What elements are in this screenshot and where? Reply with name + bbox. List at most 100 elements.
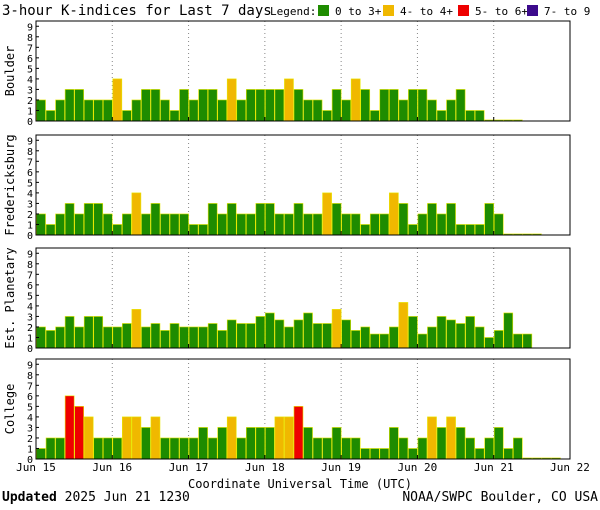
k-index-bar	[150, 416, 161, 460]
k-index-bar	[312, 213, 323, 236]
x-axis: Jun 15 Jun 16 Jun 17 Jun 18 Jun 19 Jun 20 Jun …	[16, 461, 590, 474]
y-tick-label: 0	[27, 455, 33, 466]
x-axis-label: Coordinate Universal Time (UTC)	[188, 477, 412, 491]
k-index-bar	[427, 99, 437, 122]
k-index-bar	[83, 416, 94, 460]
k-index-bar	[131, 416, 142, 460]
k-index-bar	[303, 99, 313, 122]
k-index-bar	[331, 203, 342, 236]
y-tick-label: 8	[27, 260, 33, 271]
k-index-bar	[293, 319, 304, 349]
y-tick-label: 8	[27, 147, 33, 158]
k-index-bar	[74, 326, 84, 349]
y-tick-label: 9	[27, 360, 33, 371]
k-index-bar	[474, 224, 485, 236]
k-index-bar	[341, 213, 351, 236]
y-tick-label: 2	[27, 323, 33, 334]
y-tick-label: 1	[27, 220, 33, 231]
x-tick-label: Jun 20	[398, 461, 438, 474]
k-index-bar	[522, 333, 533, 349]
k-index-bar	[379, 213, 390, 236]
k-index-bar	[408, 224, 418, 236]
k-index-bar	[122, 213, 132, 236]
k-index-bar	[474, 448, 485, 460]
k-index-bar	[417, 333, 428, 349]
k-index-bar	[455, 89, 466, 122]
y-tick-label: 6	[27, 54, 33, 65]
k-index-bar	[360, 89, 371, 122]
k-index-bar	[455, 323, 466, 349]
k-index-bar	[255, 427, 266, 460]
y-tick-label: 9	[27, 22, 33, 33]
k-index-bar	[245, 89, 256, 122]
k-index-bar	[427, 416, 437, 460]
k-index-bar	[284, 326, 294, 349]
legend-swatch-3	[458, 5, 469, 16]
k-index-bar	[303, 213, 313, 236]
k-index-bar	[484, 203, 495, 236]
k-index-bar	[198, 224, 208, 236]
k-index-bar	[350, 330, 361, 349]
chart-title: 3-hour K-indices for Last 7 days	[2, 3, 272, 19]
k-index-bar	[93, 316, 104, 349]
k-index-bar	[131, 99, 142, 122]
k-index-bar	[427, 326, 437, 349]
k-index-bar	[389, 427, 399, 460]
k-index-bar	[236, 213, 247, 236]
k-index-bar	[436, 110, 447, 122]
x-tick-label: Jun 19	[321, 461, 361, 474]
legend-item-label-2: 4- to 4+	[400, 5, 453, 18]
k-index-bar	[93, 437, 104, 460]
legend-item-label-3: 5- to 6+	[475, 5, 528, 18]
k-index-bar	[465, 110, 475, 122]
k-index-bar	[160, 330, 170, 349]
k-index-bar	[217, 99, 228, 122]
x-tick-label: Jun 17	[169, 461, 209, 474]
k-index-bar	[322, 192, 332, 236]
k-index-bar	[274, 213, 285, 236]
k-index-bar	[64, 203, 75, 236]
y-tick-label: 8	[27, 371, 33, 382]
k-index-bar	[341, 99, 351, 122]
k-index-bar	[122, 110, 132, 122]
k-index-bar	[465, 224, 475, 236]
k-index-bar	[341, 437, 351, 460]
k-index-bar	[455, 224, 466, 236]
y-tick-label: 1	[27, 444, 33, 455]
k-index-bar	[455, 427, 466, 460]
k-index-bar	[446, 319, 456, 349]
y-tick-label: 1	[27, 106, 33, 117]
k-index-bar	[141, 89, 151, 122]
k-index-bar	[112, 224, 123, 236]
k-index-bar	[512, 437, 523, 460]
k-index-bar	[398, 302, 409, 349]
x-tick-label: Jun 15	[16, 461, 56, 474]
y-tick-label: 2	[27, 96, 33, 107]
k-index-bar	[207, 437, 218, 460]
k-index-bar	[74, 89, 84, 122]
k-index-bar	[474, 110, 485, 122]
k-index-bar	[503, 312, 514, 349]
k-index-bar	[83, 316, 94, 349]
y-tick-label: 7	[27, 43, 33, 54]
k-index-bar	[265, 312, 275, 349]
y-tick-label: 3	[27, 423, 33, 434]
panel-label: Fredericksburg	[3, 134, 17, 235]
k-index-bar	[236, 99, 247, 122]
y-tick-label: 3	[27, 85, 33, 96]
k-index-bar	[122, 416, 132, 460]
panel-label: College	[3, 384, 17, 435]
k-index-bar	[408, 448, 418, 460]
x-tick-label: Jun 21	[474, 461, 514, 474]
k-index-bar	[322, 437, 332, 460]
k-index-bar	[379, 333, 390, 349]
k-index-bar	[141, 213, 151, 236]
k-index-bar	[198, 89, 208, 122]
chart-panels: 0123456789Boulder0123456789Fredericksbur…	[3, 20, 571, 466]
panel-label: Boulder	[3, 46, 17, 97]
k-index-bar	[217, 427, 228, 460]
k-index-bar	[217, 213, 228, 236]
